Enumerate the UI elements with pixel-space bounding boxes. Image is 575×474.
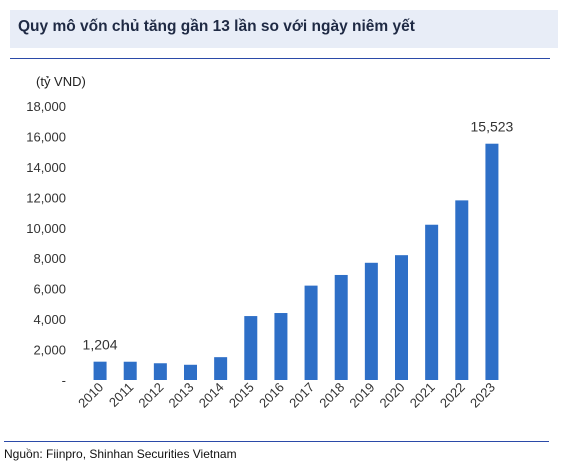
y-unit-label: (tỷ VND) (36, 74, 86, 89)
bar-2019 (364, 262, 378, 380)
y-tick-label: 4,000 (33, 312, 66, 327)
x-tick-label: 2017 (286, 380, 317, 411)
y-tick-label: 8,000 (33, 251, 66, 266)
x-tick-label: 2010 (75, 380, 106, 411)
bar-2018 (334, 274, 348, 380)
source-divider (4, 441, 549, 442)
y-tick-label: 12,000 (26, 190, 66, 205)
chart-title: Quy mô vốn chủ tăng gần 13 lần so với ng… (18, 18, 415, 35)
y-tick-label: 2,000 (33, 343, 66, 358)
x-tick-label: 2016 (256, 380, 287, 411)
title-band (10, 10, 558, 48)
data-label: 1,204 (83, 337, 118, 353)
bar-2014 (214, 357, 228, 380)
x-tick-label: 2013 (166, 380, 197, 411)
bar-2020 (395, 255, 408, 380)
x-tick-label: 2011 (106, 380, 136, 410)
x-tick-label: 2021 (407, 380, 438, 411)
x-tick-label: 2020 (377, 380, 408, 411)
bar-2012 (153, 363, 167, 380)
x-tick-label: 2019 (346, 380, 377, 411)
y-tick-label: - (62, 373, 66, 388)
bar-2021 (425, 224, 439, 380)
source-note: Nguồn: Fiinpro, Shinhan Securities Vietn… (4, 447, 237, 461)
x-tick-label: 2023 (467, 380, 498, 411)
bar-2011 (123, 361, 137, 380)
bar-2013 (184, 364, 197, 380)
x-tick-label: 2012 (135, 380, 166, 411)
x-tick-label: 2022 (437, 380, 468, 411)
bar-2015 (244, 316, 258, 380)
x-tick-label: 2014 (196, 380, 227, 411)
bar-2017 (304, 285, 318, 380)
y-tick-label: 16,000 (26, 129, 66, 144)
data-label: 15,523 (471, 119, 514, 135)
y-tick-label: 6,000 (33, 282, 66, 297)
bar-2016 (274, 313, 288, 380)
y-tick-label: 18,000 (26, 99, 66, 114)
title-divider (10, 58, 550, 59)
bar-2022 (455, 200, 469, 380)
x-tick-label: 2015 (226, 380, 257, 411)
x-tick-label: 2018 (316, 380, 347, 411)
y-tick-label: 14,000 (26, 160, 66, 175)
y-tick-label: 10,000 (26, 221, 66, 236)
bar-2010 (93, 361, 107, 380)
bar-2023 (485, 143, 499, 380)
